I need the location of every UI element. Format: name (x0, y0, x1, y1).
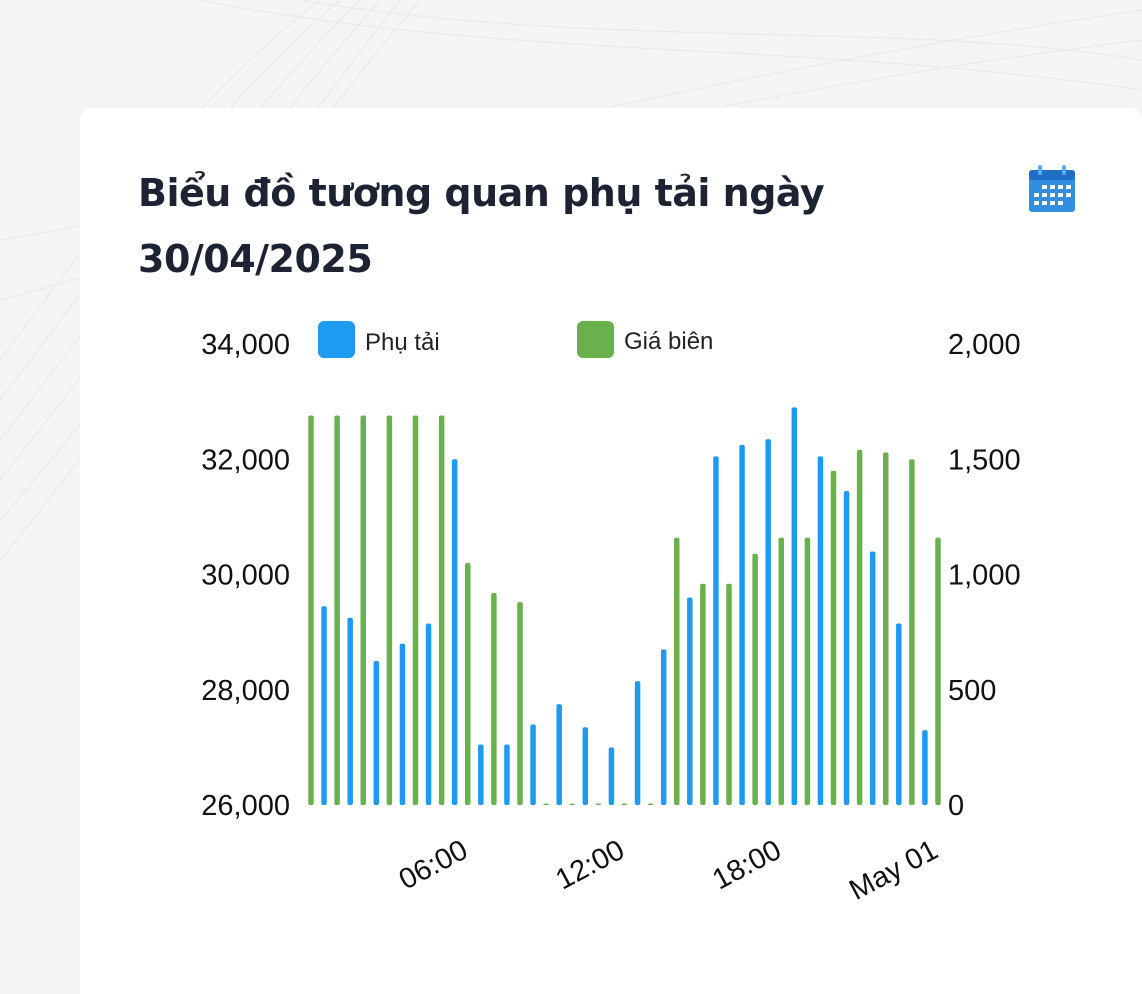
load-bar (869, 551, 876, 805)
right-y-tick-label: 1,500 (948, 444, 1021, 476)
price-bar (856, 450, 863, 805)
left-y-axis: 26,000 28,000 30,000 32,000 34,000 (201, 329, 290, 822)
x-axis: 06:00 12:00 18:00 May 01 (394, 834, 943, 907)
price-bar (438, 415, 445, 805)
price-bar (883, 452, 889, 805)
right-y-tick-label: 1,000 (948, 560, 1021, 592)
load-bar (504, 744, 510, 805)
load-bar (660, 649, 667, 805)
left-y-tick-label: 30,000 (201, 560, 290, 592)
load-bar (817, 456, 824, 805)
price-bar (674, 537, 680, 805)
load-bar (373, 660, 380, 805)
price-bar (491, 592, 497, 805)
load-bar (425, 623, 432, 805)
price-series (308, 415, 941, 805)
x-tick-label: 12:00 (551, 834, 630, 896)
price-bar (804, 537, 811, 805)
price-bar (700, 583, 706, 805)
x-tick-label: May 01 (844, 834, 943, 907)
load-bar (347, 617, 353, 805)
price-bar (334, 415, 340, 805)
load-bar (530, 724, 536, 805)
load-bar (478, 744, 484, 805)
load-bar (739, 444, 745, 805)
price-bar (543, 803, 549, 805)
left-y-tick-label: 26,000 (201, 790, 290, 822)
right-y-axis: 0 500 1,000 1,500 2,000 (948, 329, 1021, 822)
price-bar (647, 803, 654, 805)
load-bar (556, 704, 562, 805)
price-bar (621, 803, 628, 805)
right-y-tick-label: 500 (948, 675, 996, 707)
price-bar (360, 415, 366, 805)
x-tick-label: 06:00 (394, 834, 473, 896)
load-bar (791, 407, 798, 805)
price-bar (308, 415, 314, 805)
load-bar (896, 623, 902, 805)
price-bar (726, 583, 732, 805)
chart-card: Biểu đồ tương quan phụ tải ngày 30/04/20… (80, 108, 1142, 994)
chart-title: Biểu đồ tương quan phụ tải ngày 30/04/20… (138, 171, 825, 281)
right-y-tick-label: 2,000 (948, 329, 1021, 361)
left-y-tick-label: 32,000 (201, 444, 290, 476)
price-bar (569, 803, 575, 805)
chart-legend: Phụ tải Giá biên (318, 321, 713, 358)
price-bar (778, 537, 784, 805)
legend-label-price: Giá biên (624, 328, 713, 355)
load-bar (765, 439, 771, 805)
load-bar (922, 730, 928, 805)
price-bar (935, 537, 941, 805)
left-y-tick-label: 34,000 (201, 329, 290, 361)
calendar-button[interactable] (1028, 164, 1076, 214)
load-bar (843, 490, 850, 805)
legend-label-load: Phụ tải (365, 329, 440, 356)
price-bar (909, 459, 915, 805)
price-bar (386, 415, 393, 805)
calendar-icon (1029, 165, 1075, 212)
right-y-tick-label: 0 (948, 790, 964, 822)
left-y-tick-label: 28,000 (201, 675, 290, 707)
price-bar (465, 562, 471, 805)
load-bar (582, 727, 589, 805)
legend-item-price[interactable]: Giá biên (577, 321, 713, 358)
x-tick-label: 18:00 (707, 834, 786, 896)
price-bar (830, 470, 837, 805)
load-bar (608, 747, 615, 805)
load-price-chart: Phụ tải Giá biên 26,000 28,000 30,000 32,00… (201, 321, 1021, 907)
load-bar (321, 606, 327, 805)
price-bar (595, 803, 602, 805)
load-bar (399, 643, 406, 805)
legend-swatch-price (577, 321, 614, 358)
load-series (321, 407, 928, 805)
load-bar (451, 459, 458, 805)
legend-swatch-load (318, 321, 355, 358)
legend-item-load[interactable]: Phụ tải (318, 321, 440, 358)
load-bar (713, 456, 719, 805)
price-bar (412, 415, 419, 805)
price-bar (517, 602, 523, 805)
load-bar (634, 681, 641, 805)
load-bar (687, 597, 693, 805)
price-bar (752, 553, 758, 805)
